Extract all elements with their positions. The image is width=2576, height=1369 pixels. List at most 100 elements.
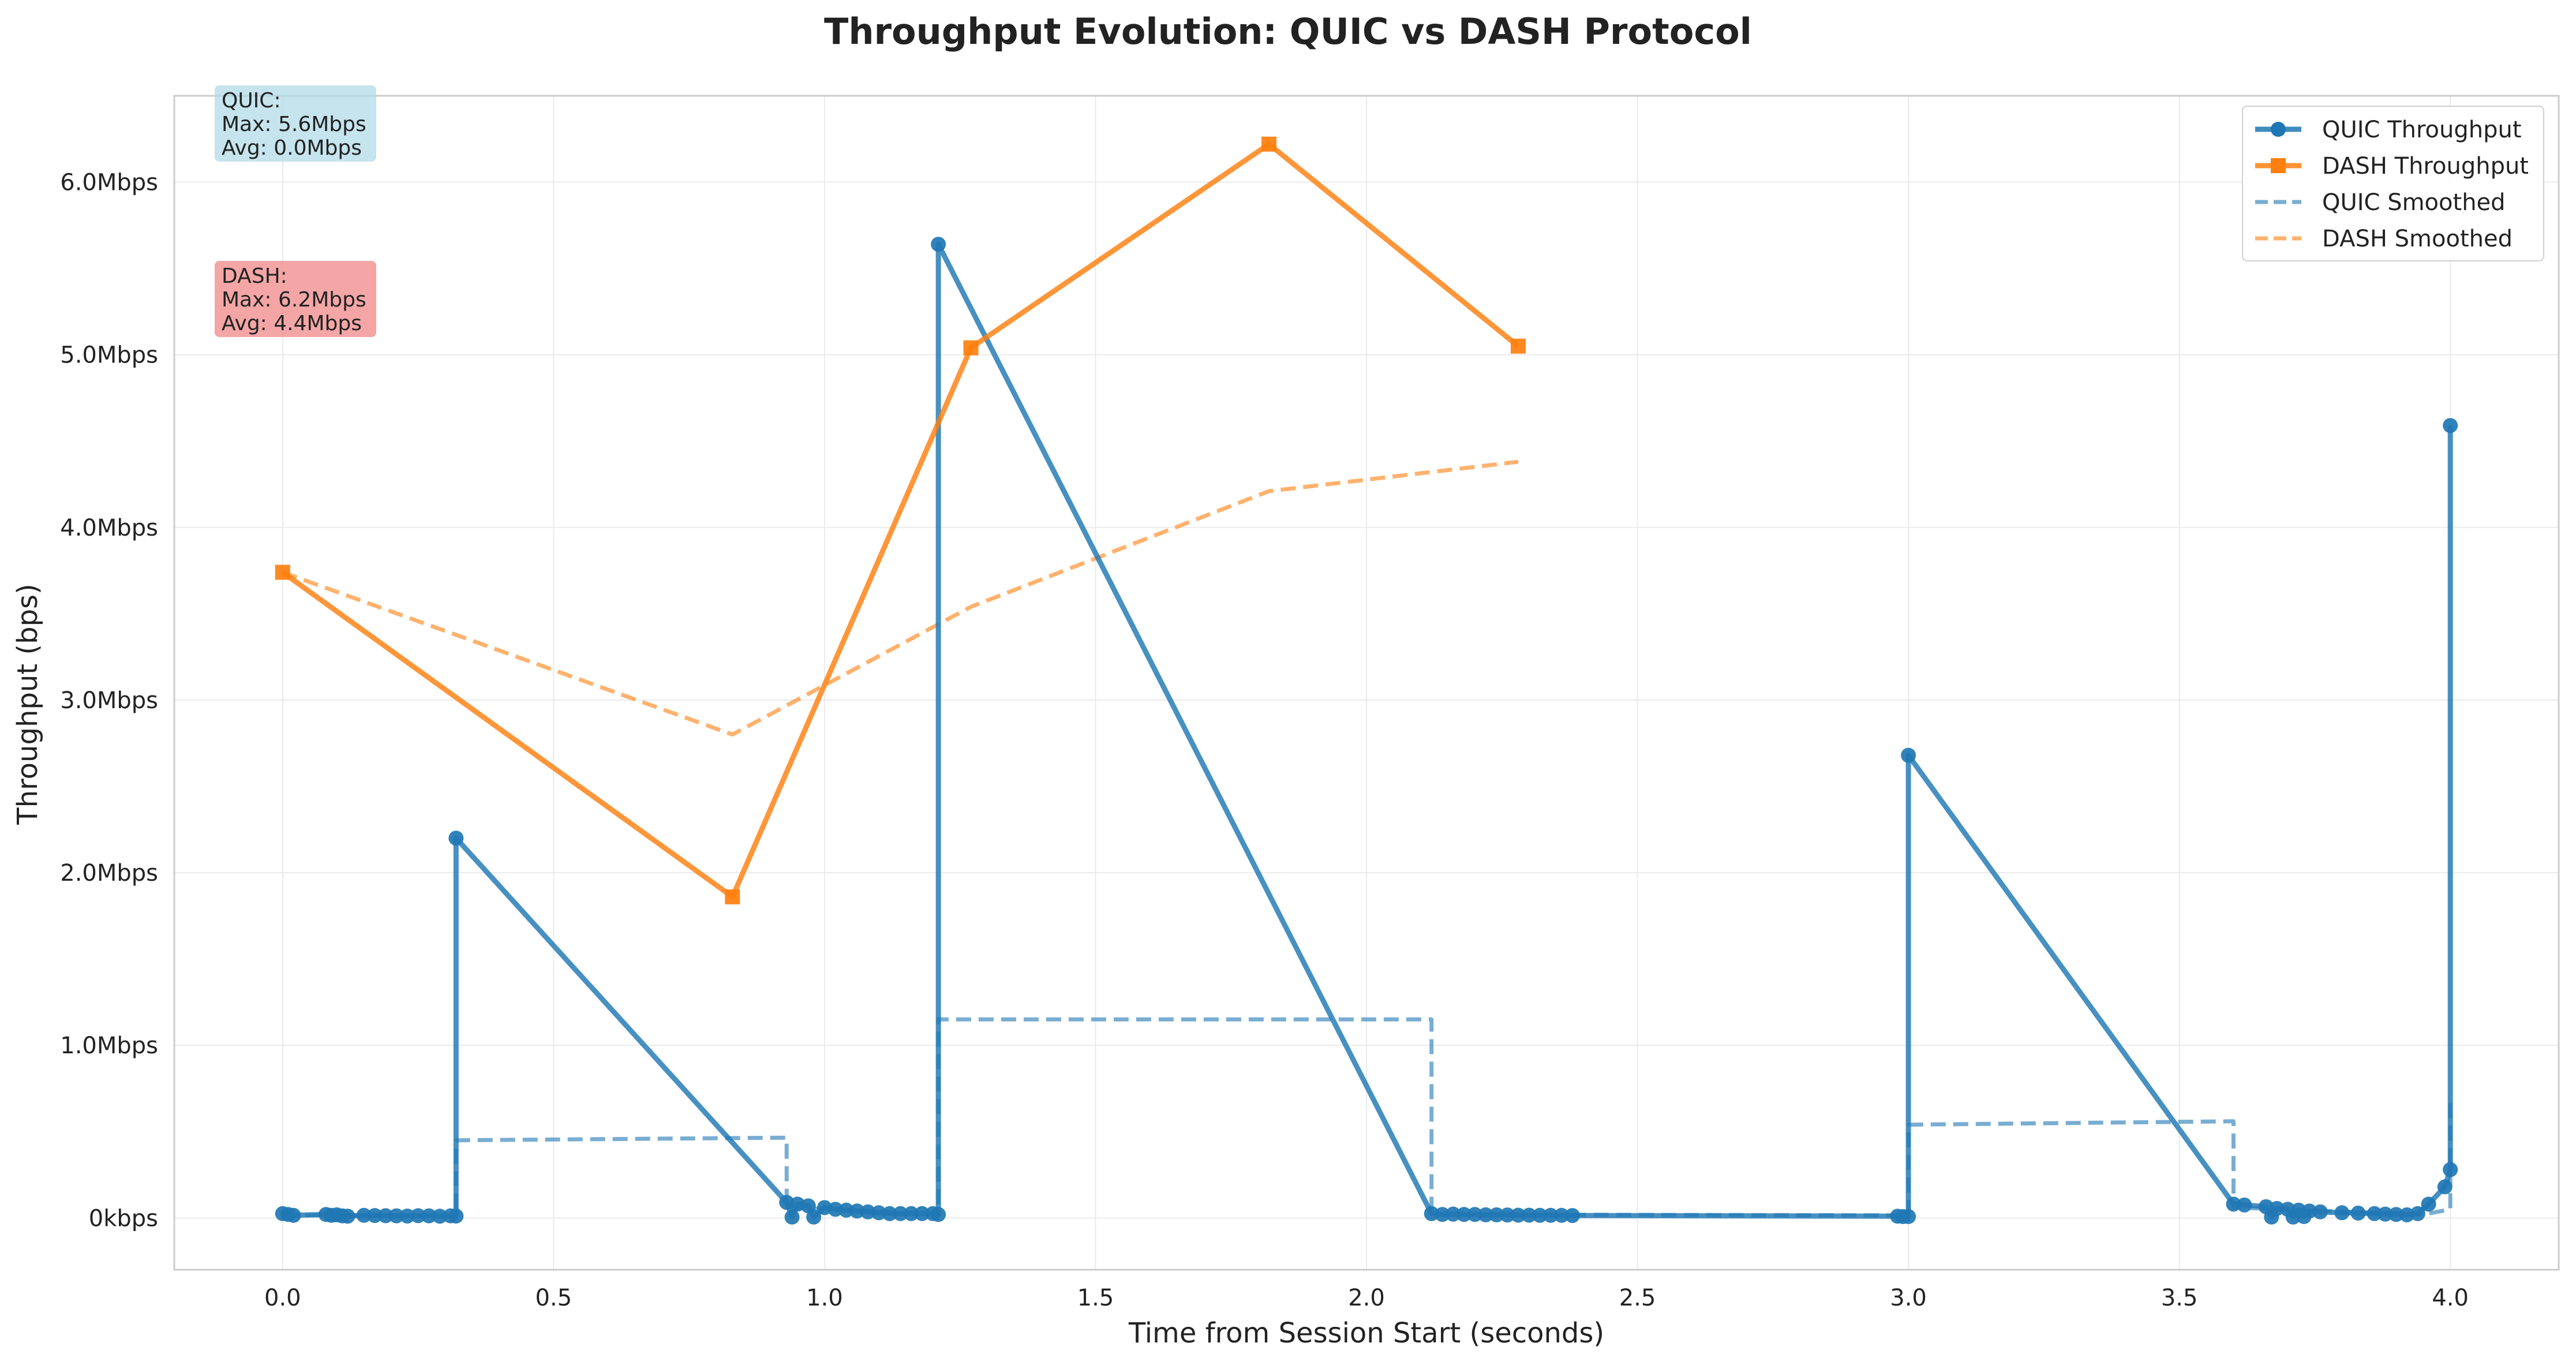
- quic-point: [1424, 1206, 1439, 1221]
- quic-stats-line: QUIC:: [222, 89, 281, 113]
- quic-point: [1478, 1207, 1493, 1222]
- y-tick-label: 2.0Mbps: [60, 860, 158, 887]
- quic-point: [1510, 1207, 1526, 1223]
- y-tick-label: 6.0Mbps: [60, 170, 158, 196]
- quic-point: [1435, 1207, 1450, 1222]
- quic-point: [2443, 418, 2458, 433]
- x-tick-label: 0.0: [264, 1285, 301, 1311]
- x-tick-label: 1.5: [1077, 1285, 1114, 1311]
- quic-point: [378, 1208, 394, 1224]
- x-tick-labels: 0.0 0.5 1.0 1.5 2.0 2.5 3.0 3.5 4.0: [264, 1285, 2469, 1311]
- grid: [174, 96, 2559, 1270]
- y-tick-label: 0kbps: [89, 1205, 158, 1232]
- dash-throughput-legend-label: DASH Throughput: [2322, 153, 2529, 179]
- quic-stats-line: Avg: 0.0Mbps: [222, 136, 362, 160]
- quic-point: [914, 1206, 930, 1221]
- y-tick-labels: 0kbps 1.0Mbps 2.0Mbps 3.0Mbps 4.0Mbps 5.0Mbps…: [60, 170, 158, 1232]
- quic-point: [1489, 1207, 1504, 1222]
- quic-point: [389, 1208, 405, 1224]
- x-tick-label: 3.0: [1890, 1285, 1927, 1311]
- quic-point: [1467, 1207, 1482, 1222]
- dash-point: [725, 889, 740, 904]
- quic-point: [1901, 1209, 1916, 1224]
- legend-box: [2242, 106, 2544, 261]
- quic-point: [410, 1208, 426, 1224]
- quic-point: [2237, 1197, 2252, 1213]
- quic-point: [2421, 1196, 2436, 1212]
- quic-point: [2350, 1205, 2366, 1221]
- quic-point: [849, 1203, 865, 1219]
- y-tick-label: 3.0Mbps: [60, 687, 158, 714]
- quic-point: [893, 1206, 908, 1221]
- quic-point: [1532, 1207, 1548, 1223]
- quic-point: [1901, 747, 1916, 763]
- marker-layer: [275, 136, 2458, 1225]
- quic-throughput-legend-marker: [2271, 122, 2286, 137]
- quic-point: [340, 1209, 355, 1224]
- quic-point: [2377, 1206, 2393, 1222]
- dash-stats-line: Max: 6.2Mbps: [222, 288, 366, 312]
- quic-point: [931, 1207, 946, 1222]
- quic-point: [399, 1208, 415, 1224]
- dash-throughput-legend-marker: [2271, 158, 2286, 173]
- x-tick-label: 1.0: [806, 1285, 843, 1311]
- quic-point: [2226, 1196, 2241, 1212]
- y-axis-label: Throughput (bps): [12, 583, 44, 825]
- quic-point: [2269, 1200, 2285, 1216]
- dash-stats-box: [215, 261, 376, 337]
- quic-point: [828, 1202, 843, 1217]
- quic-point: [2312, 1204, 2328, 1220]
- quic-point: [2443, 1162, 2458, 1177]
- quic-point: [838, 1202, 854, 1218]
- x-tick-label: 4.0: [2432, 1285, 2469, 1311]
- quic-point: [2302, 1203, 2317, 1219]
- quic-point: [2367, 1206, 2382, 1221]
- quic-point: [421, 1208, 437, 1224]
- dash-smoothed-legend-label: DASH Smoothed: [2322, 226, 2513, 252]
- y-tick-label: 1.0Mbps: [60, 1033, 158, 1059]
- chart-title: Throughput Evolution: QUIC vs DASH Proto…: [824, 10, 1752, 53]
- dash-point: [275, 564, 290, 580]
- x-tick-label: 0.5: [536, 1285, 572, 1311]
- y-tick-label: 5.0Mbps: [60, 342, 158, 369]
- x-tick-label: 3.5: [2161, 1285, 2198, 1311]
- dash-point: [1510, 338, 1526, 354]
- quic-point: [1554, 1207, 1570, 1223]
- quic-point: [931, 237, 946, 252]
- quic-point: [2410, 1206, 2425, 1221]
- quic-point: [871, 1205, 886, 1221]
- x-tick-label: 2.5: [1619, 1285, 1656, 1311]
- quic-point: [882, 1206, 897, 1221]
- dash-stats-line: DASH:: [222, 264, 287, 288]
- dash-point: [963, 340, 979, 356]
- quic-point: [2437, 1179, 2453, 1195]
- x-axis-label: Time from Session Start (seconds): [1128, 1317, 1604, 1349]
- quic-throughput-legend-label: QUIC Throughput: [2322, 117, 2522, 143]
- quic-point: [1564, 1208, 1580, 1224]
- x-tick-label: 2.0: [1348, 1285, 1385, 1311]
- quic-point: [800, 1198, 816, 1214]
- legend: QUIC Throughput DASH Throughput QUIC Smoot…: [2242, 106, 2544, 261]
- quic-point: [2399, 1207, 2415, 1222]
- quic-stats-box: [215, 85, 376, 162]
- dash-point: [1261, 136, 1276, 152]
- quic-point: [1521, 1207, 1537, 1223]
- quic-point: [286, 1207, 301, 1223]
- quic-point: [448, 1208, 464, 1224]
- y-tick-label: 4.0Mbps: [60, 515, 158, 541]
- quic-point: [1543, 1207, 1559, 1223]
- quic-smoothed-legend-label: QUIC Smoothed: [2322, 189, 2506, 216]
- quic-point: [2334, 1205, 2350, 1221]
- quic-point: [356, 1207, 372, 1223]
- quic-point: [448, 831, 464, 846]
- quic-stats-line: Max: 5.6Mbps: [222, 113, 366, 136]
- quic-point: [367, 1208, 383, 1224]
- quic-point: [2388, 1207, 2404, 1222]
- quic-point: [1446, 1206, 1461, 1222]
- dash-smoothed-line: [282, 459, 1519, 737]
- quic-point: [860, 1204, 876, 1220]
